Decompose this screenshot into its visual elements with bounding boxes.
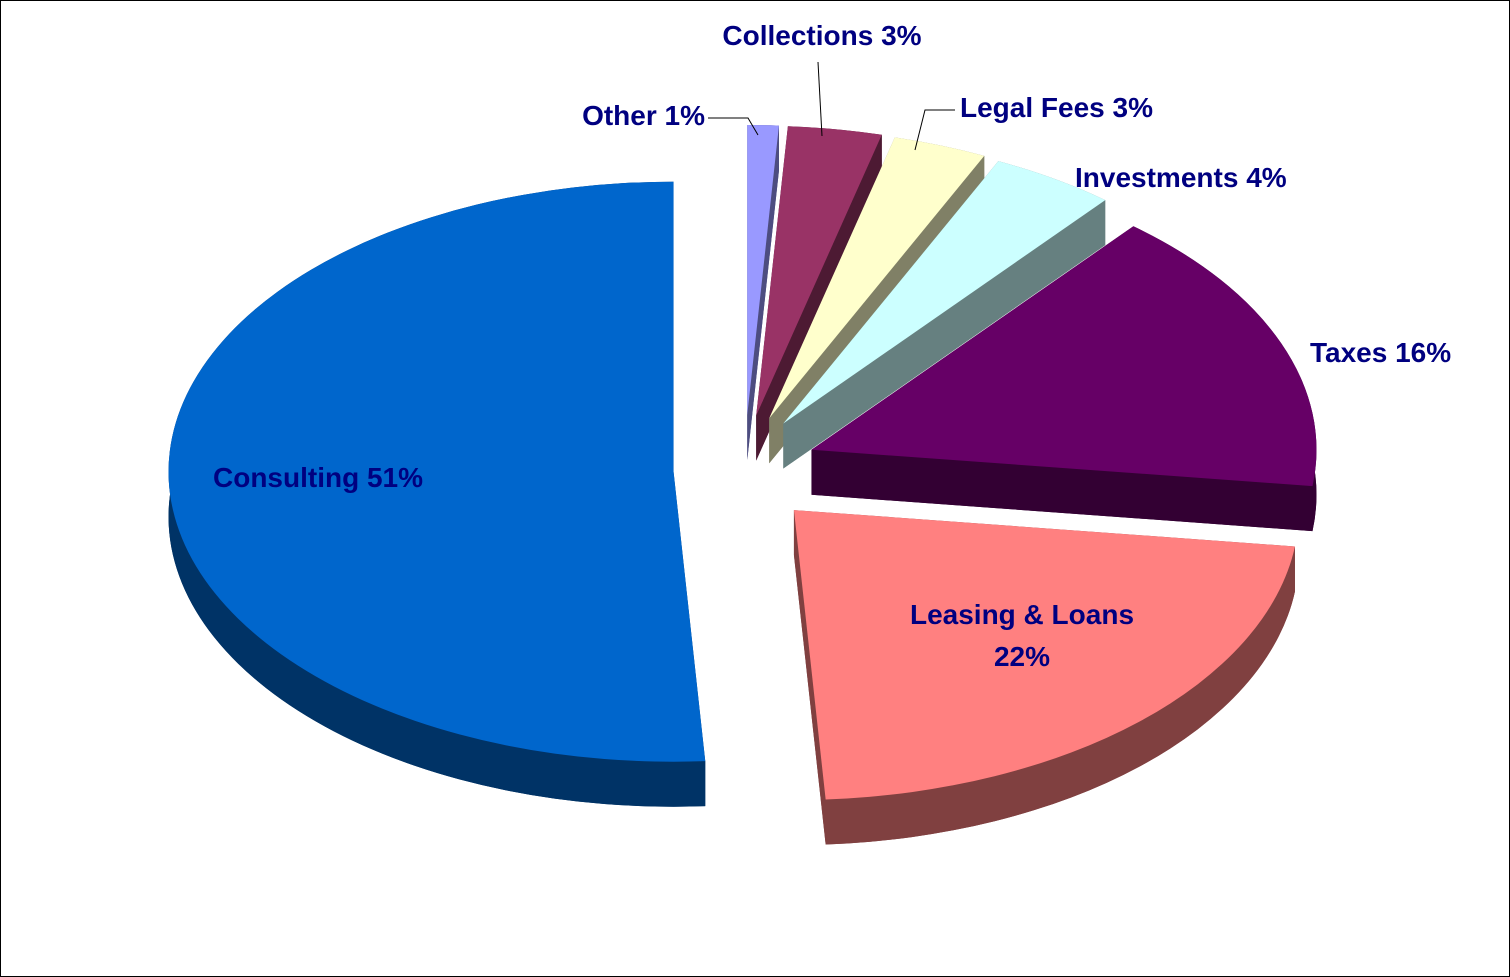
data-label: Consulting 51% <box>213 462 423 493</box>
slice-side <box>793 510 826 845</box>
data-label: Other 1% <box>582 100 705 131</box>
label-category: Taxes <box>1310 337 1387 368</box>
label-category: Other <box>582 100 657 131</box>
leader-line <box>914 109 955 151</box>
slice-side <box>747 125 779 461</box>
data-label: Legal Fees 3% <box>960 92 1153 123</box>
label-category: Investments <box>1075 162 1238 193</box>
slice <box>747 125 779 416</box>
label-value: 1% <box>665 100 706 131</box>
label-category: Legal Fees <box>960 92 1105 123</box>
pie <box>168 125 1317 845</box>
slice-side <box>825 546 1295 845</box>
data-label: Investments 4% <box>1075 162 1287 193</box>
slice <box>793 510 1295 800</box>
label-category: Consulting <box>213 462 359 493</box>
slice <box>783 161 1106 424</box>
leader-line <box>817 61 823 137</box>
leader-line <box>708 117 759 136</box>
slice <box>168 181 706 762</box>
label-value: 3% <box>881 20 922 51</box>
slice <box>756 126 882 416</box>
label-value: 51% <box>367 462 423 493</box>
label-category: Collections <box>722 20 873 51</box>
slice <box>811 226 1317 487</box>
label-value: 16% <box>1395 337 1451 368</box>
slice <box>769 137 985 419</box>
label-value: 4% <box>1246 162 1287 193</box>
data-label: Leasing & Loans 22% <box>910 599 1134 672</box>
data-label: Taxes 16% <box>1310 337 1451 368</box>
slice-side <box>783 200 1106 469</box>
label-value: 3% <box>1113 92 1154 123</box>
label-category: Leasing & Loans <box>910 599 1134 630</box>
label-value: 22% <box>994 641 1050 672</box>
data-label: Collections 3% <box>722 20 921 51</box>
labels: Other 1%Collections 3%Legal Fees 3%Inves… <box>213 20 1451 672</box>
slice-side <box>811 449 1313 532</box>
